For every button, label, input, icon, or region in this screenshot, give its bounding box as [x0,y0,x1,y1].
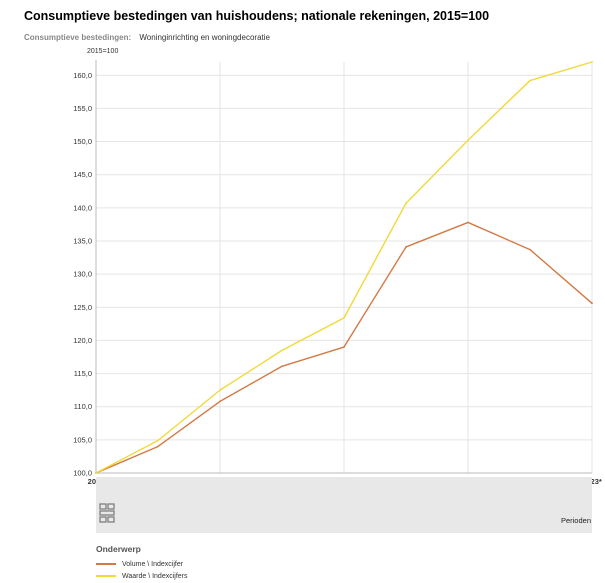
x-axis-label: Perioden [560,516,591,525]
data-point-volume [219,400,221,403]
data-point-waarde [529,79,531,82]
y-tick-label: 115,0 [74,369,92,378]
data-point-volume [467,221,469,224]
y-tick-label: 135,0 [73,236,92,245]
x-axis-band [96,477,592,533]
legend-item-waarde[interactable]: Waarde \ Indexcijfers [96,570,188,582]
y-tick-label: 110,0 [74,402,92,411]
y-tick-label: 105,0 [73,435,92,444]
legend-label-waarde: Waarde \ Indexcijfers [122,572,188,580]
legend-swatch-waarde [96,575,116,577]
y-tick-label: 140,0 [73,203,92,212]
data-point-waarde [219,389,221,392]
y-tick-label: 155,0 [73,104,92,113]
data-point-waarde [157,439,159,442]
data-point-volume [529,248,531,251]
series-lines [95,61,593,474]
chart-title: Consumptieve bestedingen van huishoudens… [24,9,490,23]
data-point-waarde [405,202,407,205]
data-point-waarde [281,349,283,352]
legend-swatch-volume [96,563,116,565]
data-point-volume [157,445,159,448]
filter-label: Consumptieve bestedingen: [24,33,132,42]
y-tick-label: 160,0 [73,71,92,80]
cbs-logo-icon [99,503,115,523]
data-point-waarde [343,316,345,319]
filter-row: Consumptieve bestedingen: Woninginrichti… [24,33,270,42]
line-chart: 100,0 105,0 110,0 115,0 120,0 125,0 130,0 135,0… [73,60,602,486]
y-tick-labels: 100,0 105,0 110,0 115,0 120,0 125,0 130,0 135,0… [73,71,92,478]
data-point-waarde [591,61,593,63]
y-unit-label: 2015=100 [87,48,119,55]
y-tick-label: 150,0 [73,137,92,146]
legend-title: Onderwerp [96,544,141,554]
data-point-waarde [467,139,469,142]
data-point-waarde [95,472,97,474]
y-tick-label: 120,0 [73,336,92,345]
legend: Onderwerp Volume \ Indexcijfer Waarde \ … [96,544,188,582]
y-tick-label: 125,0 [73,303,92,312]
y-tick-label: 130,0 [73,270,92,279]
y-tick-label: 100,0 [73,469,92,478]
data-point-volume [405,246,407,248]
vertical-gridlines [95,60,593,474]
y-tick-label: 145,0 [73,170,92,179]
legend-item-volume[interactable]: Volume \ Indexcijfer [96,558,188,570]
data-point-volume [343,346,345,348]
filter-value[interactable]: Woninginrichting en woningdecoratie [139,33,270,42]
data-point-volume [591,302,593,305]
x-tick-label: 2023* [582,477,602,486]
legend-label-volume: Volume \ Indexcijfer [122,560,184,568]
data-point-volume [281,365,283,368]
